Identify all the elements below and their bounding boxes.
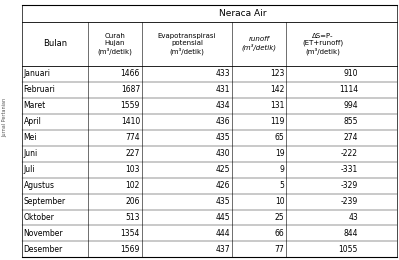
Text: 910: 910	[344, 69, 358, 79]
Text: 25: 25	[275, 213, 284, 222]
Text: 844: 844	[344, 229, 358, 238]
Text: ΔS=P-
(ET+runoff)
(m³/detik): ΔS=P- (ET+runoff) (m³/detik)	[302, 33, 344, 55]
Text: 1687: 1687	[121, 85, 140, 94]
Text: 436: 436	[215, 117, 230, 126]
Text: 77: 77	[275, 245, 284, 254]
Text: 435: 435	[215, 197, 230, 206]
Text: 103: 103	[125, 165, 140, 174]
Text: 274: 274	[344, 133, 358, 142]
Text: Bulan: Bulan	[43, 39, 67, 48]
Text: Evapotranspirasi
potensial
(m³/detik): Evapotranspirasi potensial (m³/detik)	[158, 33, 216, 55]
Text: Neraca Air: Neraca Air	[219, 9, 266, 18]
Text: 123: 123	[270, 69, 284, 79]
Text: 1559: 1559	[120, 101, 140, 110]
Text: Juni: Juni	[24, 149, 38, 158]
Text: 43: 43	[348, 213, 358, 222]
Text: Februari: Februari	[24, 85, 55, 94]
Text: Mei: Mei	[24, 133, 37, 142]
Text: 434: 434	[215, 101, 230, 110]
Text: 426: 426	[215, 181, 230, 190]
Text: 437: 437	[215, 245, 230, 254]
Text: Maret: Maret	[24, 101, 46, 110]
Text: 433: 433	[215, 69, 230, 79]
Text: Agustus: Agustus	[24, 181, 55, 190]
Text: 1354: 1354	[120, 229, 140, 238]
Text: 65: 65	[275, 133, 284, 142]
Text: runoff
(m³/detik): runoff (m³/detik)	[242, 36, 277, 51]
Text: 9: 9	[279, 165, 284, 174]
Text: 855: 855	[344, 117, 358, 126]
Text: September: September	[24, 197, 66, 206]
Text: Curah
Hujan
(m³/detik): Curah Hujan (m³/detik)	[97, 33, 132, 55]
Text: 513: 513	[125, 213, 140, 222]
Text: -329: -329	[341, 181, 358, 190]
Text: 119: 119	[270, 117, 284, 126]
Text: Jurnal Pertanian: Jurnal Pertanian	[2, 98, 7, 136]
Text: 425: 425	[215, 165, 230, 174]
Text: April: April	[24, 117, 41, 126]
Text: 445: 445	[215, 213, 230, 222]
Text: -239: -239	[341, 197, 358, 206]
Text: 1466: 1466	[120, 69, 140, 79]
Text: 5: 5	[279, 181, 284, 190]
Text: 994: 994	[343, 101, 358, 110]
Text: 102: 102	[126, 181, 140, 190]
Text: 142: 142	[270, 85, 284, 94]
Text: 66: 66	[275, 229, 284, 238]
Text: 774: 774	[125, 133, 140, 142]
Text: Oktober: Oktober	[24, 213, 54, 222]
Text: Januari: Januari	[24, 69, 51, 79]
Text: 1114: 1114	[339, 85, 358, 94]
Text: 444: 444	[215, 229, 230, 238]
Text: 430: 430	[215, 149, 230, 158]
Text: 1410: 1410	[121, 117, 140, 126]
Text: 206: 206	[125, 197, 140, 206]
Text: 431: 431	[215, 85, 230, 94]
Text: 19: 19	[275, 149, 284, 158]
Text: 227: 227	[126, 149, 140, 158]
Text: 1569: 1569	[120, 245, 140, 254]
Text: -331: -331	[341, 165, 358, 174]
Text: 10: 10	[275, 197, 284, 206]
Text: -222: -222	[341, 149, 358, 158]
Text: Desember: Desember	[24, 245, 63, 254]
Text: Juli: Juli	[24, 165, 35, 174]
Text: 131: 131	[270, 101, 284, 110]
Text: 435: 435	[215, 133, 230, 142]
Text: November: November	[24, 229, 63, 238]
Text: 1055: 1055	[338, 245, 358, 254]
